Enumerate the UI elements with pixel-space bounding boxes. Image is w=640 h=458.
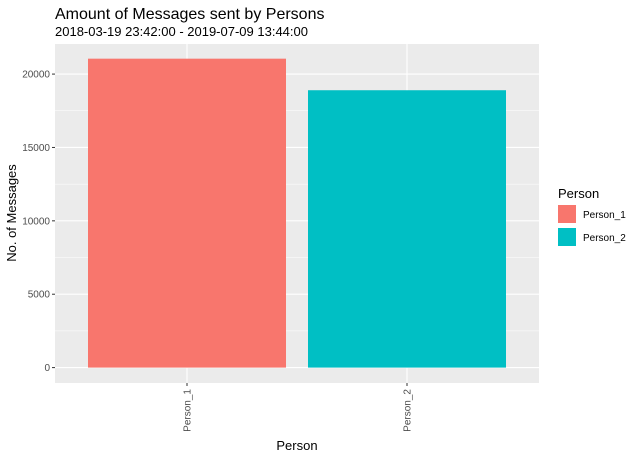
- y-axis-title: No. of Messages: [4, 164, 19, 262]
- x-axis-ticks: Person_1 Person_2: [183, 383, 414, 432]
- legend-swatch: [558, 205, 576, 223]
- x-tick-label: Person_1: [183, 389, 194, 432]
- chart-subtitle: 2018-03-19 23:42:00 - 2019-07-09 13:44:0…: [55, 24, 308, 39]
- x-tick-label: Person_2: [403, 389, 414, 432]
- y-tick-label: 15000: [22, 143, 50, 154]
- chart-title: Amount of Messages sent by Persons: [55, 6, 324, 23]
- bar-person-1: [88, 58, 286, 368]
- legend-label: Person_1: [583, 210, 626, 221]
- y-tick-label: 0: [44, 363, 50, 374]
- bar-person-2: [308, 90, 506, 368]
- y-tick-label: 5000: [28, 290, 51, 301]
- y-tick-label: 20000: [22, 70, 50, 81]
- legend: Person Person_1 Person_2: [558, 186, 626, 246]
- legend-label: Person_2: [583, 233, 626, 244]
- y-tick-label: 10000: [22, 216, 50, 227]
- x-axis-title: Person: [276, 438, 317, 453]
- legend-title: Person: [558, 186, 599, 201]
- y-axis-ticks: 0 5000 10000 15000 20000: [22, 70, 55, 374]
- legend-swatch: [558, 228, 576, 246]
- legend-items: Person_1 Person_2: [558, 205, 626, 246]
- bars: [88, 58, 506, 368]
